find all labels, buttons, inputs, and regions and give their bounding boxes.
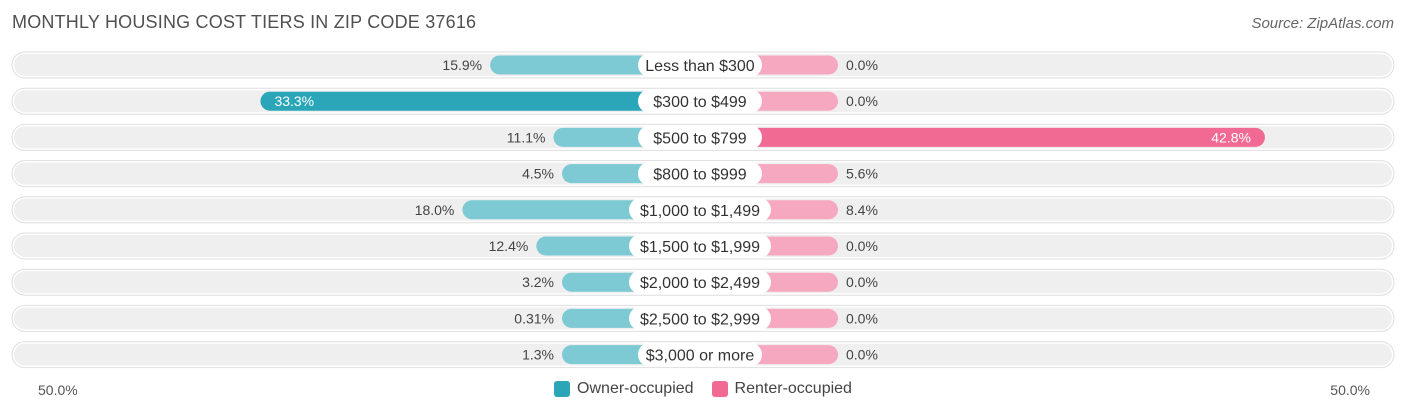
legend-swatch-renter [711,381,728,397]
category-label: $1,500 to $1,999 [640,239,760,256]
row-4: 18.0% 8.4% $1,000 to $1,499 [11,196,1395,224]
row-2: 11.1% 42.8% $500 to $799 [11,123,1395,151]
value-label-owner: 33.3% [274,93,314,109]
value-label-owner: 18.0% [415,202,455,218]
value-label-renter: 0.0% [846,57,878,73]
value-label-renter: 0.0% [846,347,878,363]
axis-label-right: 50.0% [1330,382,1370,398]
legend-item-owner[interactable]: Owner-occupied [554,380,694,398]
legend-swatch-owner [554,381,571,397]
category-label-pill [638,161,762,186]
chart-source: Source: ZipAtlas.com [1251,15,1394,32]
category-label: Less than $300 [645,58,755,75]
category-label-pill [629,234,771,258]
row-8: 1.3% 0.0% $3,000 or more [11,341,1395,369]
value-label-owner: 4.5% [522,166,554,182]
chart-title: MONTHLY HOUSING COST TIERS IN ZIP CODE 3… [12,12,477,32]
category-label: $800 to $999 [653,167,747,184]
value-label-renter: 0.0% [846,274,878,290]
category-label-pill [638,125,762,150]
category-label: $300 to $499 [653,94,747,111]
bar-owner [260,91,700,111]
category-label-pill [629,306,771,331]
value-label-owner: 15.9% [442,57,482,73]
value-label-renter: 0.0% [846,238,878,254]
legend-label-renter: Renter-occupied [734,380,852,397]
row-3: 4.5% 5.6% $800 to $999 [11,160,1395,188]
legend-item-renter[interactable]: Renter-occupied [711,380,852,398]
value-label-owner: 11.1% [507,129,546,145]
legend-label-owner: Owner-occupied [577,380,694,397]
value-label-owner: 1.3% [522,347,554,363]
value-label-renter: 42.8% [1211,129,1251,145]
chart-legend: Owner-occupied Renter-occupied [0,380,1406,398]
category-label-pill [629,197,771,222]
category-label-pill [638,89,762,114]
value-label-owner: 12.4% [489,238,529,254]
category-label-pill [638,53,762,77]
category-label: $3,000 or more [646,348,755,365]
category-label: $2,000 to $2,499 [640,275,760,292]
row-0: 15.9% 0.0% Less than $300 [11,51,1395,79]
row-1: 33.3% 0.0% $300 to $499 [11,87,1395,115]
value-label-renter: 0.0% [846,93,878,109]
category-label: $1,000 to $1,499 [640,203,760,220]
category-label-pill [638,342,762,367]
row-6: 3.2% 0.0% $2,000 to $2,499 [11,268,1395,296]
value-label-renter: 0.0% [846,310,878,326]
value-label-owner: 3.2% [522,274,554,290]
value-label-owner: 0.31% [514,310,554,326]
category-label: $500 to $799 [653,130,747,147]
row-5: 12.4% 0.0% $1,500 to $1,999 [11,232,1395,260]
value-label-renter: 5.6% [846,166,878,182]
bar-renter [700,127,1265,147]
axis-label-left: 50.0% [38,382,78,398]
row-7: 0.31% 0.0% $2,500 to $2,999 [11,304,1395,332]
category-label: $2,500 to $2,999 [640,311,760,328]
value-label-renter: 8.4% [846,202,878,218]
category-label-pill [629,270,771,295]
